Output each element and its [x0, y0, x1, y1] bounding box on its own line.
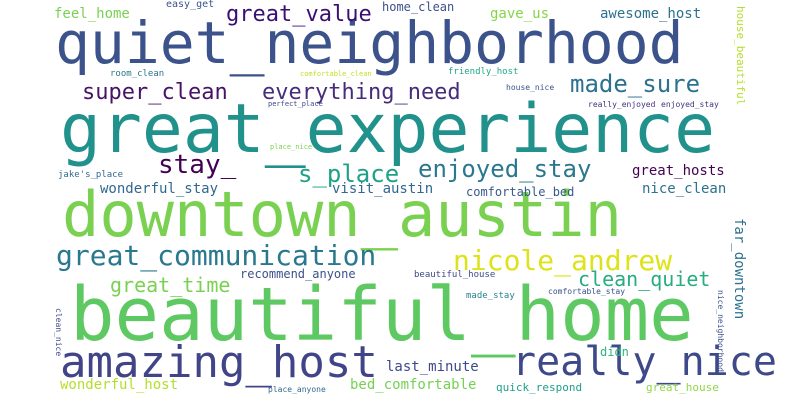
- word-made-sure: made_sure: [570, 70, 701, 98]
- word-far-downtown: far_downtown: [731, 218, 747, 320]
- word-place-anyone: place_anyone: [268, 385, 326, 394]
- word-easy-get: easy_get: [166, 0, 215, 10]
- word-everything-need: everything_need: [262, 80, 461, 105]
- word-clean-nice: clean_nice: [54, 308, 63, 357]
- word-enjoyed-stay: enjoyed_stay: [418, 155, 592, 183]
- word-great-value: great_value: [226, 2, 372, 27]
- word-great-hosts: great_hosts: [632, 163, 725, 179]
- word-didn: didn: [600, 345, 629, 359]
- word-s-place: s_place: [298, 160, 400, 188]
- word-bed-comfortable: bed_comfortable: [350, 377, 477, 393]
- word-friendly-host: friendly_host: [448, 67, 519, 77]
- word-quiet-neighborhood: quiet_neighborhood: [55, 9, 684, 77]
- word-house-beautiful: house_beautiful: [734, 6, 747, 106]
- word-really-enjoyed: really_enjoyed: [588, 100, 656, 109]
- word-last-minute: last_minute: [386, 359, 479, 375]
- word-nicole-andrew: nicole_andrew: [453, 244, 673, 277]
- word-stay: stay_: [158, 150, 237, 180]
- word-awesome-host: awesome_host: [600, 6, 702, 22]
- word-wonderful-host: wonderful_host: [60, 377, 179, 393]
- word-feel-home: feel_home: [54, 6, 130, 22]
- word-nice-clean: nice_clean: [642, 181, 727, 197]
- word-recommend-anyone: recommend_anyone: [240, 267, 356, 281]
- word-super-clean: super_clean: [82, 80, 228, 105]
- word-wonderful-stay: wonderful_stay: [100, 181, 219, 197]
- word-enjoyed-stay-small: enjoyed_stay: [661, 100, 719, 109]
- word-beautiful-home: beautiful_home: [70, 272, 694, 358]
- word-perfect-place: perfect_place: [268, 100, 323, 108]
- word-clean-quiet: clean_quiet: [578, 267, 711, 291]
- word-quick-respond: quick_respond: [496, 381, 583, 394]
- word-made-stay: made_stay: [466, 291, 515, 301]
- word-room-clean: room_clean: [110, 69, 165, 79]
- word-great-experience: great_experience: [60, 90, 716, 169]
- word-great-communication: great_communication: [56, 239, 377, 272]
- word-house-nice: house_nice: [506, 83, 555, 92]
- word-beautiful-house: beautiful_house: [414, 270, 496, 280]
- word-amazing-host: amazing_host: [60, 337, 378, 388]
- word-nice-neighborhood: nice_neighborhood: [716, 290, 725, 372]
- word-gave-us: gave_us: [490, 6, 550, 22]
- word-really-nice: really_nice: [512, 339, 777, 385]
- word-jakes-place: jake's_place: [58, 170, 124, 180]
- word-comfortable-stay: comfortable_stay: [548, 287, 626, 296]
- word-place-nice: place_nice: [270, 143, 313, 151]
- word-comfortable-bed: comfortable_bed: [466, 185, 575, 199]
- word-comfortable-clean: comfortable_clean: [300, 70, 372, 78]
- word-home-clean: home_clean: [382, 0, 455, 14]
- word-visit-austin: visit_austin: [332, 181, 434, 197]
- word-great-house: great_house: [646, 381, 719, 394]
- word-downtown-austin: downtown_austin: [62, 178, 622, 251]
- word-great-time: great_time: [110, 273, 231, 297]
